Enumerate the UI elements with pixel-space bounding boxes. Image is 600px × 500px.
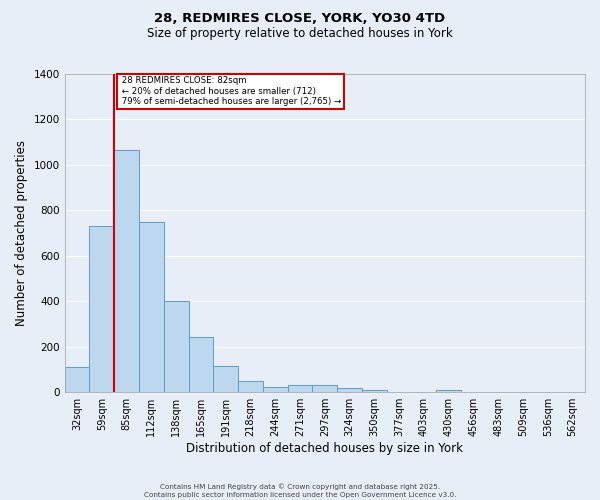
Bar [287,386,313,392]
X-axis label: Distribution of detached houses by size in York: Distribution of detached houses by size … [187,442,463,455]
Bar [188,336,214,392]
Text: 28, REDMIRES CLOSE, YORK, YO30 4TD: 28, REDMIRES CLOSE, YORK, YO30 4TD [154,12,446,26]
Bar [114,150,139,392]
Bar [362,390,387,392]
Bar [238,381,263,392]
Bar [139,222,164,392]
Bar [164,302,188,392]
Y-axis label: Number of detached properties: Number of detached properties [15,140,28,326]
Text: 28 REDMIRES CLOSE: 82sqm
 ← 20% of detached houses are smaller (712)
 79% of sem: 28 REDMIRES CLOSE: 82sqm ← 20% of detach… [119,76,341,106]
Bar [263,386,287,392]
Bar [313,386,337,392]
Bar [337,388,362,392]
Bar [436,390,461,392]
Text: Size of property relative to detached houses in York: Size of property relative to detached ho… [147,28,453,40]
Bar [89,226,114,392]
Bar [214,366,238,392]
Text: Contains HM Land Registry data © Crown copyright and database right 2025.
Contai: Contains HM Land Registry data © Crown c… [144,484,456,498]
Bar [65,367,89,392]
